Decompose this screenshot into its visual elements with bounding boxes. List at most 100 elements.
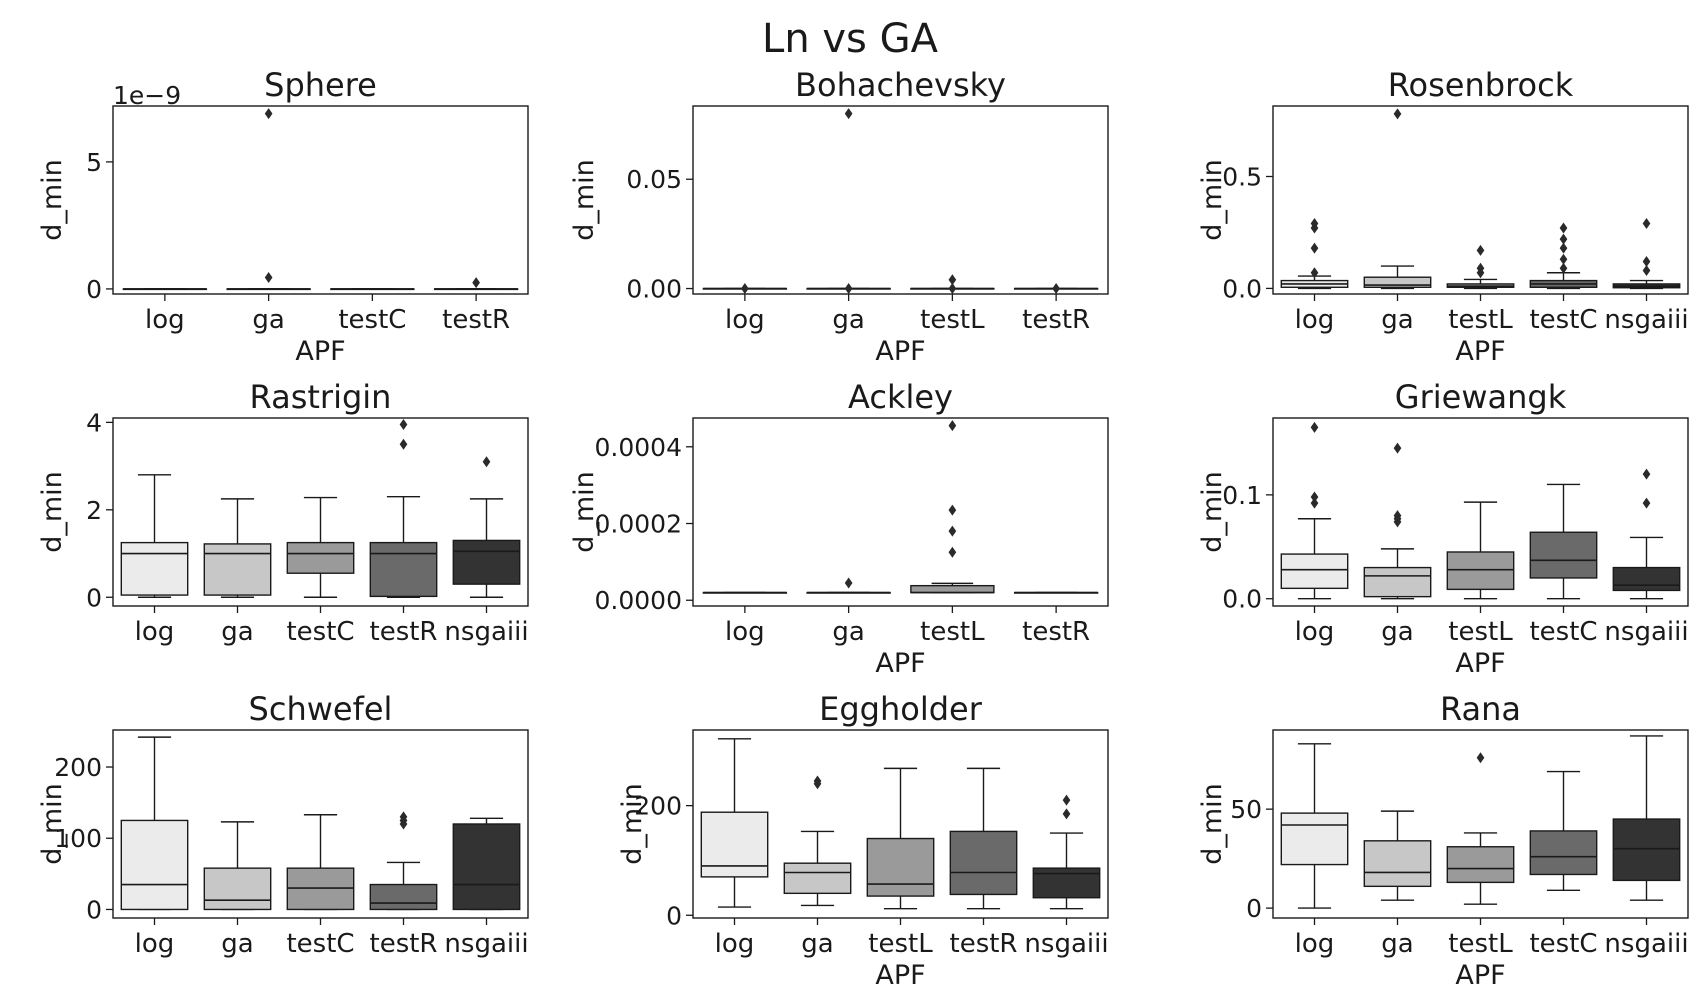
- y-tick-label: 0: [1246, 894, 1262, 923]
- x-tick-label: testC: [1529, 929, 1597, 959]
- outlier-point: [844, 577, 853, 589]
- axes-frame: [1272, 105, 1689, 295]
- box-testL: [866, 767, 935, 910]
- axes-frame: [692, 105, 1109, 295]
- box-testR: [433, 277, 519, 291]
- outlier-point: [1559, 242, 1568, 254]
- y-tick-label: 0.0: [1222, 274, 1262, 303]
- outlier-point: [1310, 497, 1319, 509]
- box-ga: [783, 775, 852, 907]
- panel-title: Eggholder: [819, 690, 983, 728]
- box-body: [1280, 553, 1349, 590]
- box-body: [783, 862, 852, 895]
- box-ga: [1363, 810, 1432, 901]
- box-body: [1612, 818, 1681, 882]
- outlier-point: [1559, 253, 1568, 265]
- x-tick-label: testL: [1448, 929, 1513, 959]
- outlier-point: [1642, 218, 1651, 229]
- x-tick-label: testL: [868, 929, 933, 959]
- y-tick-label: 0.5: [1222, 163, 1262, 192]
- outlier-point: [948, 283, 957, 295]
- outlier-point: [1310, 242, 1319, 254]
- outlier-point: [1310, 267, 1319, 279]
- x-tick-label: nsgaiii: [444, 929, 528, 959]
- x-tick-label: testC: [338, 305, 406, 335]
- panel-title: Rana: [1440, 690, 1521, 728]
- x-tick-label: ga: [1381, 929, 1413, 959]
- outlier-point: [813, 778, 822, 790]
- box-body: [1032, 867, 1101, 899]
- box-testR: [369, 811, 438, 911]
- axes-frame: [1272, 417, 1689, 607]
- box-ga: [806, 108, 891, 295]
- box-log: [122, 288, 208, 291]
- y-tick-label: 2: [86, 496, 102, 525]
- y-tick-label: 0.0: [1222, 585, 1262, 614]
- box-ga: [203, 821, 272, 911]
- outlier-point: [948, 274, 957, 286]
- y-axis-label: d_min: [1197, 159, 1228, 241]
- outlier-point: [948, 546, 957, 558]
- x-tick-label: testR: [370, 929, 438, 959]
- box-log: [1280, 421, 1349, 600]
- y-tick-label: 0.1: [1222, 481, 1262, 510]
- box-body: [369, 883, 438, 911]
- box-testR: [1013, 283, 1099, 295]
- x-tick-label: testL: [920, 617, 985, 647]
- y-axis-label: d_min: [1197, 471, 1228, 553]
- box-testC: [1529, 770, 1598, 891]
- y-tick-label: 0.05: [626, 165, 682, 194]
- outlier-point: [1393, 108, 1402, 120]
- x-axis-label: APF: [1455, 648, 1505, 679]
- y-axis-label: d_min: [37, 159, 68, 241]
- box-log: [120, 736, 189, 911]
- y-axis-label: d_min: [1197, 783, 1228, 865]
- outlier-point: [1393, 442, 1402, 454]
- box-testL: [910, 274, 995, 295]
- outlier-point: [844, 108, 853, 120]
- y-tick-label: 0: [86, 895, 102, 924]
- y-tick-label: 0: [86, 583, 102, 612]
- outlier-point: [1310, 491, 1319, 503]
- box-testC: [330, 288, 415, 291]
- x-tick-label: testR: [370, 617, 438, 647]
- x-tick-label: log: [145, 305, 185, 335]
- y-tick-label: 200: [54, 753, 102, 782]
- axes-frame: [1272, 729, 1689, 919]
- panel-title: Rastrigin: [250, 378, 392, 416]
- panel-title: Ackley: [848, 378, 953, 416]
- box-testL: [1446, 752, 1515, 905]
- x-tick-label: log: [725, 305, 765, 335]
- x-tick-label: testR: [1022, 617, 1090, 647]
- outlier-point: [1393, 516, 1402, 528]
- outlier-point: [948, 504, 957, 516]
- box-nsgaiii: [452, 456, 521, 598]
- box-log: [700, 738, 769, 908]
- box-body: [452, 823, 521, 911]
- x-tick-label: testR: [442, 305, 510, 335]
- box-body: [866, 837, 935, 897]
- box-body: [910, 584, 995, 594]
- x-tick-label: ga: [252, 305, 284, 335]
- box-ga: [806, 577, 891, 594]
- y-tick-label: 0.00: [626, 275, 682, 304]
- axes-frame: [692, 729, 1109, 919]
- panel-title: Griewangk: [1395, 378, 1567, 416]
- box-body: [1363, 276, 1432, 288]
- x-tick-label: testR: [1022, 305, 1090, 335]
- x-tick-label: log: [135, 929, 175, 959]
- y-axis-label: d_min: [37, 471, 68, 553]
- outlier-point: [948, 420, 957, 432]
- y-axis-label: d_min: [37, 783, 68, 865]
- axes-frame: [112, 729, 529, 919]
- x-tick-label: nsgaiii: [1604, 305, 1688, 335]
- box-testC: [286, 814, 355, 911]
- y-axis-label: d_min: [569, 159, 600, 241]
- panel-title: Bohachevsky: [795, 66, 1006, 104]
